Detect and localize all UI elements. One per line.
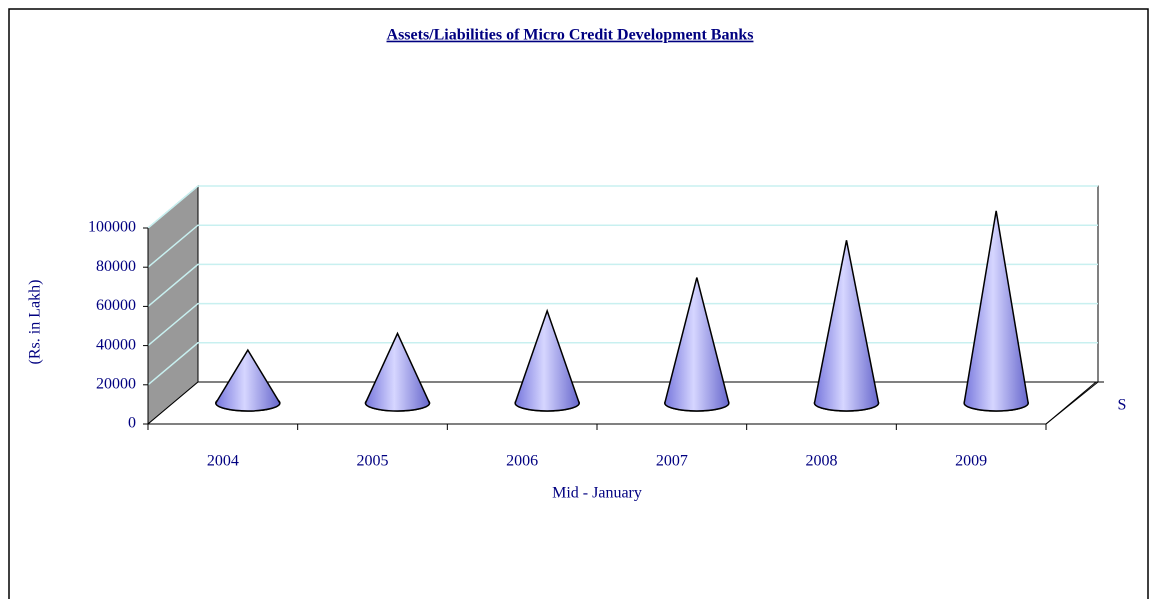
x-tick-label: 2008 bbox=[806, 453, 838, 470]
cone bbox=[963, 210, 1029, 412]
depth-axis bbox=[1045, 381, 1097, 425]
y-tick-label: 40000 bbox=[96, 336, 136, 353]
grid-line bbox=[147, 185, 1098, 229]
grid-line bbox=[147, 263, 1098, 307]
y-axis-label: (Rs. in Lakh) bbox=[27, 280, 44, 365]
cone-part bbox=[514, 308, 580, 412]
grid-line bbox=[147, 302, 1098, 347]
cone bbox=[514, 308, 580, 412]
y-tick-label: 80000 bbox=[96, 258, 136, 275]
floor bbox=[146, 381, 1100, 425]
depth-label: S bbox=[1118, 397, 1127, 414]
chart-title: Assets/Liabilities of Micro Credit Devel… bbox=[387, 27, 754, 44]
x-tick-label: 2006 bbox=[506, 453, 538, 470]
x-tick-label: 2005 bbox=[357, 453, 389, 470]
x-tick-label: 2004 bbox=[207, 453, 239, 470]
x-tick-label: 2009 bbox=[955, 453, 987, 470]
cone-part bbox=[963, 210, 1029, 412]
y-tick-label: 60000 bbox=[96, 297, 136, 314]
cone bbox=[215, 348, 281, 412]
cone bbox=[813, 240, 880, 412]
back-wall bbox=[197, 185, 1099, 383]
grid-line bbox=[147, 342, 1098, 386]
x-axis-label: Mid - January bbox=[552, 485, 642, 502]
y-tick-label: 0 bbox=[128, 415, 136, 432]
cone bbox=[364, 331, 431, 412]
grid-line bbox=[147, 224, 1098, 268]
cone-part bbox=[364, 331, 431, 412]
cone-part bbox=[215, 348, 281, 412]
x-tick-label: 2007 bbox=[656, 453, 688, 470]
cone-part bbox=[664, 277, 730, 412]
y-tick-label: 20000 bbox=[96, 375, 136, 392]
cone-part bbox=[813, 240, 880, 412]
y-tick-label: 100000 bbox=[88, 219, 136, 236]
cone bbox=[664, 277, 730, 412]
